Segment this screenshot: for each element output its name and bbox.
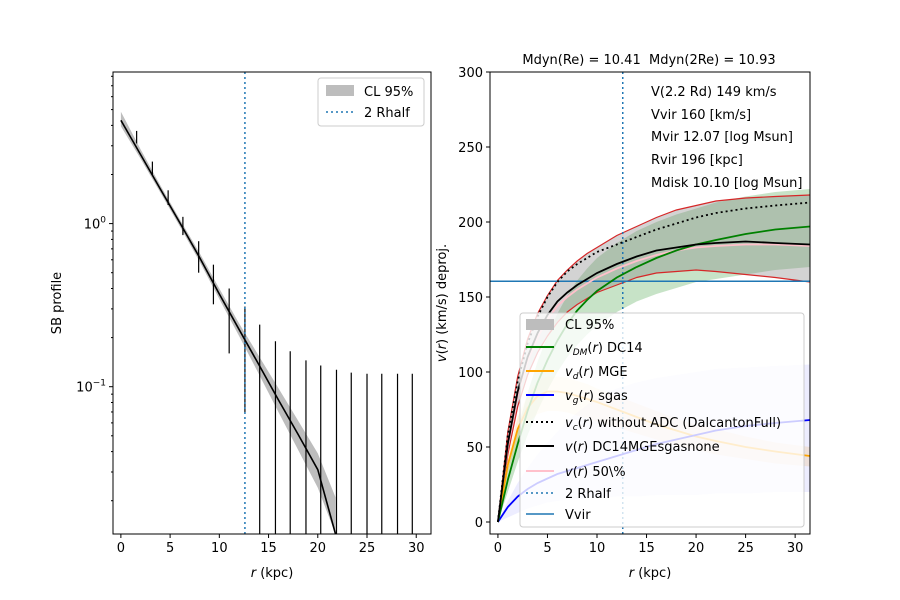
left-x-label: r (kpc) — [251, 566, 294, 581]
left-errorbars — [136, 130, 413, 534]
legend-label-total: v(r) DC14MGEsgasnone — [565, 440, 720, 455]
right-x-ticks: 0 5 10 15 20 25 30 — [494, 534, 804, 556]
dm-cl95-band — [497, 189, 810, 522]
left-legend: CL 95% 2 Rhalf — [317, 77, 425, 127]
annotation-vvir: Vvir 160 [km/s] — [651, 108, 751, 123]
y-tick-label: 0 — [475, 516, 483, 531]
left-y-ticks: 100 10−1 — [76, 75, 113, 502]
x-tick-label: 0 — [117, 541, 125, 556]
x-tick-label: 20 — [688, 541, 705, 556]
annotation-rvir: Rvir 196 [kpc] — [651, 153, 743, 168]
left-y-label: SB profile — [50, 272, 65, 334]
right-y-label: v(r) (km/s) deproj. — [435, 244, 450, 362]
y-tick-label: 150 — [458, 291, 483, 306]
x-tick-label: 15 — [638, 541, 655, 556]
right-x-label: r (kpc) — [629, 566, 672, 581]
right-title: Mdyn(Re) = 10.41 Mdyn(2Re) = 10.93 — [522, 53, 775, 68]
x-tick-label: 25 — [737, 541, 754, 556]
legend-label-disk: vd(r) MGE — [565, 365, 628, 382]
right-annotations: V(2.2 Rd) 149 km/s Vvir 160 [km/s] Mvir … — [651, 85, 802, 191]
y-tick-label: 10−1 — [76, 379, 106, 396]
y-tick-label: 50 — [466, 441, 483, 456]
right-legend: CL 95% vDM(r) DC14 vd(r) MGE vg(r) sgas … — [519, 312, 805, 528]
legend-label-vc: vc(r) without ADC (DalcantonFull) — [565, 416, 781, 433]
x-tick-label: 5 — [543, 541, 551, 556]
annotation-mdisk: Mdisk 10.10 [log Msun] — [651, 176, 802, 191]
left-model-line — [120, 119, 337, 534]
x-tick-label: 10 — [211, 541, 228, 556]
y-tick-label: 250 — [458, 141, 483, 156]
y-tick-label: 200 — [458, 216, 483, 231]
legend-swatch-band — [326, 85, 354, 96]
y-tick-label: 100 — [84, 216, 107, 233]
x-tick-label: 0 — [494, 541, 502, 556]
left-axes-frame — [112, 71, 432, 535]
x-tick-label: 25 — [359, 541, 376, 556]
y-tick-label: 100 — [458, 366, 483, 381]
left-cl95-band — [120, 111, 336, 534]
x-tick-label: 20 — [310, 541, 327, 556]
legend-label: 2 Rhalf — [364, 106, 410, 121]
total-cl95-band — [497, 195, 810, 522]
right-axes-frame — [489, 71, 811, 535]
x-tick-label: 30 — [408, 541, 425, 556]
right-panel: Mdyn(Re) = 10.41 Mdyn(2Re) = 10.93 0 5 10 1… — [435, 53, 811, 581]
x-tick-label: 5 — [166, 541, 174, 556]
legend-label: CL 95% — [565, 318, 614, 333]
annotation-v22rd: V(2.2 Rd) 149 km/s — [651, 85, 777, 100]
legend-label-50pct: v(r) 50\% — [565, 465, 626, 480]
x-tick-label: 15 — [260, 541, 277, 556]
x-tick-label: 30 — [787, 541, 804, 556]
legend-label: CL 95% — [364, 85, 413, 100]
right-y-ticks: 0 50 100 150 200 250 300 — [458, 66, 490, 531]
legend-label: 2 Rhalf — [565, 487, 611, 502]
legend-swatch-band — [526, 319, 554, 330]
x-tick-label: 10 — [589, 541, 606, 556]
annotation-mvir: Mvir 12.07 [log Msun] — [651, 130, 793, 145]
legend-label-gas: vg(r) sgas — [565, 389, 628, 406]
y-tick-label: 300 — [458, 66, 483, 81]
left-x-ticks: 0 5 10 15 20 25 30 — [117, 534, 425, 556]
legend-label: Vvir — [565, 508, 591, 523]
